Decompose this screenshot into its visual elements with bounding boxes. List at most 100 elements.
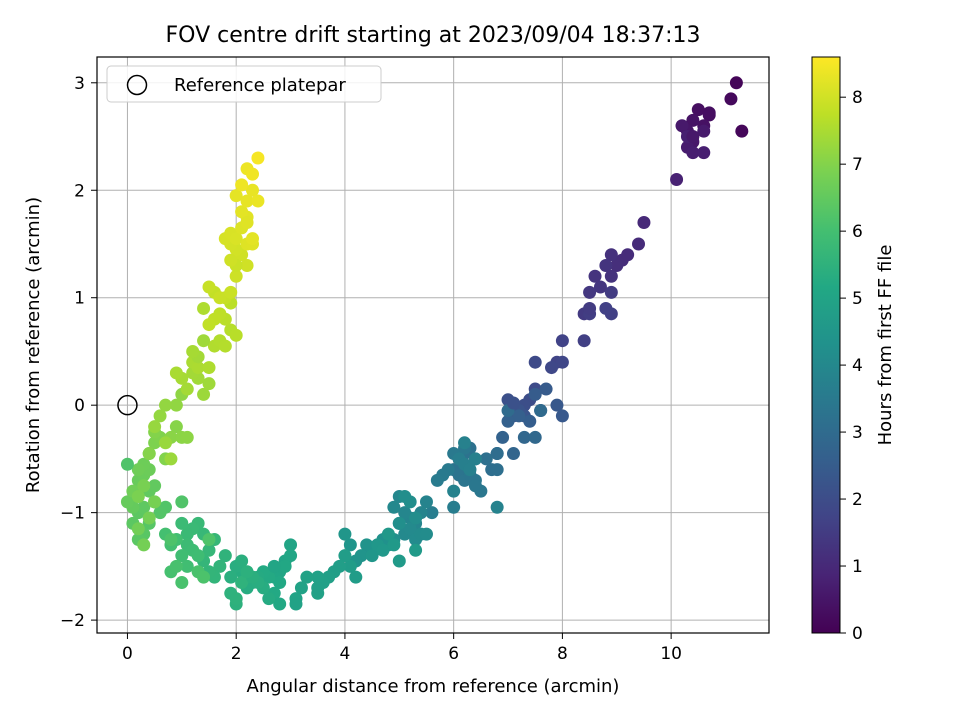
data-point: [175, 495, 189, 509]
data-point: [175, 516, 189, 530]
data-point: [197, 301, 211, 315]
data-point: [621, 248, 635, 262]
data-point: [164, 533, 178, 547]
data-point: [381, 527, 395, 541]
y-axis-label: Rotation from reference (arcmin): [23, 197, 44, 493]
data-point: [294, 581, 308, 595]
data-point: [235, 575, 249, 589]
data-point: [169, 398, 183, 412]
data-point: [213, 291, 227, 305]
data-point: [240, 194, 254, 208]
data-point: [577, 334, 591, 348]
data-point: [675, 119, 689, 133]
data-point: [697, 146, 711, 160]
data-point: [131, 463, 145, 477]
data-point: [593, 280, 607, 294]
data-point: [131, 522, 145, 536]
data-point: [164, 452, 178, 466]
data-point: [430, 473, 444, 487]
data-point: [604, 248, 618, 262]
data-point: [191, 549, 205, 563]
data-point: [224, 285, 238, 299]
data-point: [311, 570, 325, 584]
colorbar: 0 1 2 3 4 5 6 7 8 Hours from first FF file: [811, 56, 896, 644]
data-point: [202, 318, 216, 332]
colorbar-gradient: [811, 56, 841, 634]
data-point: [245, 167, 259, 181]
data-point: [289, 597, 303, 611]
data-point: [398, 490, 412, 504]
data-point: [637, 215, 651, 229]
colorbar-tick-label: 1: [852, 557, 863, 577]
data-point: [501, 414, 515, 428]
data-point: [583, 301, 597, 315]
x-tick-label: 2: [231, 644, 242, 664]
data-point: [490, 447, 504, 461]
data-point: [180, 527, 194, 541]
data-point: [468, 479, 482, 493]
data-point: [528, 387, 542, 401]
x-tick-label: 10: [660, 644, 682, 664]
data-point: [251, 151, 265, 165]
data-point: [142, 511, 156, 525]
data-point: [729, 76, 743, 90]
data-point: [197, 387, 211, 401]
data-point: [180, 382, 194, 396]
data-point: [229, 189, 243, 203]
data-point: [202, 377, 216, 391]
data-point: [387, 500, 401, 514]
data-point: [555, 334, 569, 348]
legend-box: [106, 65, 382, 103]
data-point: [392, 516, 406, 530]
data-point: [240, 215, 254, 229]
data-point: [153, 409, 167, 423]
data-point: [447, 484, 461, 498]
data-point: [735, 124, 749, 138]
data-point: [550, 398, 564, 412]
colorbar-ticks: 0 1 2 3 4 5 6 7 8: [840, 88, 863, 644]
plot-frame: [96, 56, 770, 634]
data-point: [506, 396, 520, 410]
data-point: [191, 361, 205, 375]
data-point: [338, 527, 352, 541]
data-point: [447, 500, 461, 514]
data-point: [534, 404, 548, 418]
data-point: [311, 581, 325, 595]
y-tick-label: 0: [74, 396, 85, 416]
data-point: [202, 543, 216, 557]
data-point: [458, 436, 472, 450]
data-point: [517, 430, 531, 444]
data-point: [273, 575, 287, 589]
data-point: [539, 382, 553, 396]
data-point: [702, 106, 716, 120]
data-point: [251, 194, 265, 208]
y-axis-ticks: −2 −1 0 1 2 3: [60, 74, 97, 631]
x-tick-label: 8: [557, 644, 568, 664]
data-points: [120, 76, 749, 611]
data-point: [632, 237, 646, 251]
data-point: [387, 538, 401, 552]
colorbar-tick-label: 5: [852, 289, 863, 309]
data-point: [202, 533, 216, 547]
data-point: [463, 463, 477, 477]
data-point: [528, 355, 542, 369]
data-point: [691, 103, 705, 117]
data-point: [697, 124, 711, 138]
data-point: [202, 361, 216, 375]
data-point: [120, 457, 134, 471]
data-point: [686, 113, 700, 127]
colorbar-tick-label: 8: [852, 88, 863, 108]
data-point: [245, 183, 259, 197]
data-point: [153, 506, 167, 520]
data-point: [180, 559, 194, 573]
data-point: [235, 554, 249, 568]
data-point: [403, 522, 417, 536]
data-point: [175, 575, 189, 589]
data-point: [148, 495, 162, 509]
y-tick-label: 3: [74, 74, 85, 94]
data-point: [202, 280, 216, 294]
colorbar-tick-label: 3: [852, 423, 863, 443]
data-point: [376, 543, 390, 557]
data-point: [512, 409, 526, 423]
data-point: [686, 146, 700, 160]
